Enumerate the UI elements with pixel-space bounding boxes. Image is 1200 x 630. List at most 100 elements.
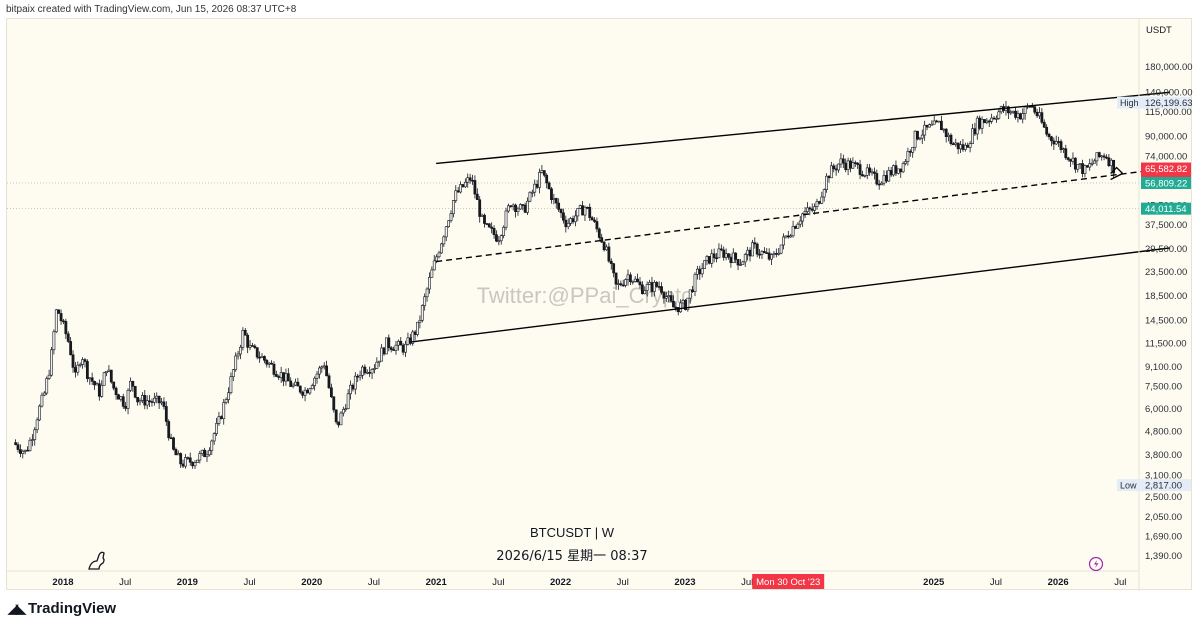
- candle-body-34: [95, 383, 99, 386]
- candle-body-19: [59, 313, 63, 322]
- candle-body-170: [420, 305, 424, 321]
- candle-body-290: [707, 256, 711, 264]
- channel-line-upper: [436, 91, 1171, 165]
- lightning-icon[interactable]: [1088, 556, 1104, 572]
- candle-body-38: [105, 370, 108, 374]
- candle-body-352: [856, 162, 860, 165]
- candle-body-276: [674, 306, 678, 309]
- candle-body-329: [801, 213, 805, 222]
- price-label-bg-3: [1141, 176, 1191, 189]
- candle-body-285: [695, 268, 699, 275]
- candle-body-312: [760, 251, 764, 255]
- candle-body-50: [133, 386, 137, 398]
- candle-body-328: [798, 220, 802, 225]
- candle-body-420: [1018, 113, 1022, 120]
- candle-body-164: [406, 337, 410, 345]
- candle-body-426: [1033, 106, 1037, 113]
- candle-body-439: [1064, 148, 1068, 159]
- candle-body-225: [552, 198, 556, 200]
- candle-body-12: [42, 392, 46, 396]
- candle-body-429: [1040, 112, 1044, 123]
- candle-body-384: [932, 120, 936, 125]
- candle-body-160: [396, 340, 400, 346]
- candle-body-289: [705, 256, 709, 261]
- candle-body-111: [279, 372, 283, 378]
- candle-body-365: [887, 170, 891, 182]
- candle-body-286: [698, 268, 702, 275]
- candle-body-279: [681, 300, 685, 304]
- candle-body-302: [736, 259, 740, 266]
- candle-body-2: [18, 449, 22, 454]
- candle-body-82: [210, 440, 214, 451]
- candle-body-303: [739, 264, 742, 266]
- price-axis[interactable]: USDT 180,000.00 140,000.00 115,000.00 90,000…: [1117, 19, 1193, 591]
- candle-body-386: [937, 120, 941, 123]
- price-chart[interactable]: Twitter:@PPai_Crypto USDT 180,000.00 140,0…: [7, 19, 1193, 591]
- candle-body-175: [432, 260, 436, 271]
- candle-body-62: [162, 401, 166, 407]
- candle-body-203: [499, 235, 503, 242]
- candle-body-192: [473, 180, 477, 195]
- candle-body-249: [609, 260, 613, 264]
- candle-body-23: [69, 341, 73, 356]
- price-label-bg-4: [1141, 202, 1191, 215]
- candle-body-288: [703, 260, 706, 269]
- candle-body-440: [1066, 157, 1070, 160]
- dinosaur-icon[interactable]: [88, 551, 105, 570]
- candle-body-291: [710, 253, 714, 264]
- candle-body-60: [157, 395, 161, 404]
- candle-body-151: [375, 361, 379, 369]
- candle-body-114: [286, 373, 290, 382]
- candle-body-120: [301, 391, 305, 396]
- candle-body-326: [794, 226, 797, 229]
- candle-body-457: [1107, 157, 1111, 166]
- brand-name: TradingView: [28, 600, 117, 617]
- candle-body-265: [648, 282, 651, 285]
- candle-body-89: [227, 392, 230, 400]
- candle-body-398: [966, 144, 970, 148]
- chart-panel[interactable]: Twitter:@PPai_Crypto USDT 180,000.00 140,0…: [6, 18, 1193, 591]
- price-tick-2: 140,000.00: [1145, 87, 1193, 98]
- candle-body-311: [758, 253, 761, 256]
- candle-body-150: [373, 368, 376, 370]
- candle-body-70: [181, 463, 185, 467]
- candle-body-253: [619, 283, 623, 286]
- candle-body-359: [873, 171, 876, 174]
- candle-body-214: [526, 200, 529, 213]
- candle-body-394: [956, 142, 960, 150]
- time-tick-1: Jul: [119, 577, 131, 588]
- candle-body-209: [514, 204, 517, 212]
- candle-body-380: [923, 124, 927, 136]
- candle-body-10: [38, 405, 41, 421]
- candle-body-353: [858, 164, 862, 175]
- candle-body-136: [339, 412, 343, 426]
- candle-body-445: [1078, 163, 1082, 165]
- candle-body-342: [832, 165, 836, 170]
- candle-body-72: [186, 457, 190, 459]
- candle-body-186: [459, 184, 462, 193]
- candle-body-149: [370, 369, 374, 374]
- candle-body-252: [617, 283, 620, 285]
- tradingview-brand[interactable]: ◢◣ TradingView: [8, 600, 116, 617]
- candle-body-196: [483, 214, 486, 224]
- candle-body-11: [40, 394, 44, 407]
- candle-body-455: [1102, 155, 1106, 158]
- time-axis[interactable]: 2018 Jul 2019 Jul 2020 Jul 2021 Jul 2022 Jul 2023 J…: [7, 570, 1139, 589]
- candle-body-229: [562, 212, 565, 221]
- candle-body-376: [913, 130, 917, 148]
- channel-lines[interactable]: [411, 91, 1171, 343]
- candle-body-141: [351, 384, 355, 390]
- candle-body-103: [260, 356, 264, 359]
- price-tick-22: 1,390.00: [1145, 551, 1182, 562]
- candle-body-153: [380, 347, 384, 362]
- candle-body-1: [16, 444, 20, 450]
- candle-body-357: [868, 167, 872, 173]
- time-tick-8: 2022: [550, 577, 571, 588]
- candle-body-438: [1062, 148, 1065, 150]
- candle-body-190: [468, 177, 472, 181]
- candle-body-148: [368, 372, 372, 374]
- candle-body-344: [837, 163, 840, 171]
- time-tick-15: Jul: [1114, 577, 1126, 588]
- candle-body-435: [1054, 141, 1058, 145]
- candle-body-282: [688, 289, 692, 299]
